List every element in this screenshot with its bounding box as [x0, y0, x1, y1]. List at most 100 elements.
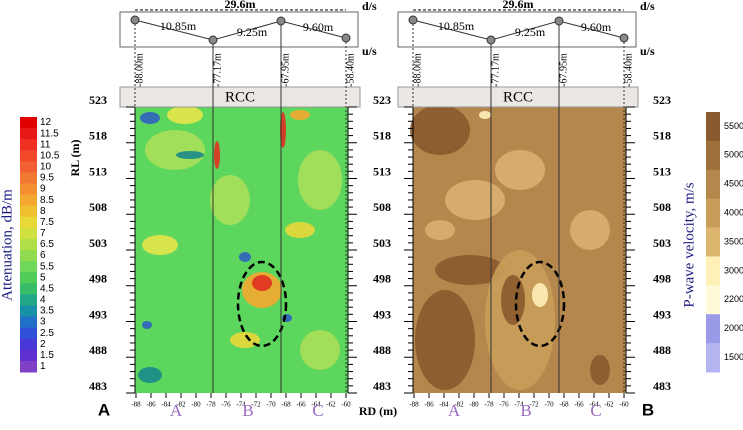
anomaly — [142, 321, 152, 329]
colorbar-swatch — [706, 198, 720, 229]
y-tick-label: 503 — [653, 236, 671, 250]
colorbar-label: 6.5 — [40, 239, 54, 250]
colorbar-label: 1 — [40, 361, 46, 372]
y-tick-label: 493 — [373, 307, 391, 321]
total-length: 29.6m — [225, 0, 256, 11]
colorbar-label: 7.5 — [40, 217, 54, 228]
colorbar-title: Attenuation, dB/m — [0, 189, 15, 301]
colorbar-title: P-wave velocity, m/s — [681, 182, 697, 307]
x-tick-label: -80 — [191, 401, 201, 409]
anomaly — [140, 112, 160, 124]
borehole — [408, 15, 418, 25]
cap-label: RCC — [503, 89, 533, 105]
x-tick-label: -84 — [161, 401, 171, 409]
y-tick-label: 508 — [653, 200, 671, 214]
y-axis-label: RL (m) — [68, 140, 82, 177]
borehole — [341, 33, 351, 43]
anomaly — [415, 290, 475, 390]
anomaly — [239, 252, 251, 262]
y-tick-label: 513 — [89, 164, 107, 178]
colorbar-swatch — [20, 272, 37, 284]
y-tick-label: 523 — [373, 93, 391, 107]
colorbar-swatch — [20, 349, 37, 362]
x-tick-label: -84 — [439, 401, 449, 409]
section-label: B — [520, 401, 531, 420]
anomaly — [410, 105, 470, 155]
colorbar-label: 3.5 — [40, 306, 54, 317]
x-tick-label: -74 — [236, 401, 246, 409]
colorbar-swatch — [706, 256, 720, 286]
colorbar-label: 7 — [40, 228, 46, 239]
segment-length: 10.85m — [160, 19, 197, 33]
y-tick-label: 483 — [653, 379, 671, 393]
cap-band — [119, 86, 361, 108]
y-tick-label: 493 — [89, 307, 107, 321]
x-tick-label: -68 — [281, 401, 291, 409]
segment-length: 9.60m — [303, 20, 334, 34]
borehole — [554, 16, 564, 26]
colorbar-label: 2 — [40, 339, 46, 350]
anomaly — [210, 175, 250, 225]
y-tick-label: 513 — [373, 164, 391, 178]
x-tick-label: -60 — [619, 401, 629, 409]
colorbar-label: 11.5 — [40, 128, 59, 139]
colorbar-label: 4000 — [724, 207, 743, 217]
y-tick-label: 503 — [373, 236, 391, 250]
colorbar-label: 8.5 — [40, 195, 54, 206]
anomaly — [142, 235, 178, 255]
x-tick-label: -76 — [221, 401, 231, 409]
anomaly — [425, 220, 455, 240]
x-tick-label: -82 — [454, 401, 464, 409]
colorbar-swatch — [20, 316, 37, 329]
anomaly — [145, 130, 205, 170]
colorbar-label: 3000 — [724, 265, 743, 275]
colorbar-swatch — [706, 112, 720, 142]
y-tick-label: 498 — [373, 272, 391, 286]
anomaly — [501, 275, 525, 325]
colorbar-label: 4 — [40, 295, 46, 306]
colorbar-swatch — [20, 172, 37, 185]
colorbar-swatch — [706, 285, 720, 315]
colorbar-swatch — [20, 238, 37, 251]
borehole — [208, 35, 218, 45]
colorbar-swatch — [20, 305, 37, 318]
colorbar-label: 10 — [40, 162, 52, 173]
segment-length: 9.25m — [237, 25, 268, 39]
colorbar-label: 8 — [40, 206, 46, 217]
x-tick-label: -66 — [296, 401, 306, 409]
borehole — [619, 33, 629, 43]
borehole-path — [412, 19, 625, 41]
colorbar-swatch — [20, 360, 37, 373]
borehole-label: -67.95m — [558, 53, 569, 87]
borehole-label: -77.17m — [212, 53, 223, 87]
y-tick-label: 513 — [653, 164, 671, 178]
anomaly — [445, 180, 505, 220]
section-label: C — [590, 401, 601, 420]
borehole-label: -58.40m — [345, 53, 356, 87]
x-tick-label: -70 — [544, 401, 554, 409]
colorbar-label: 11 — [40, 139, 51, 150]
colorbar-swatch — [20, 117, 37, 129]
anomaly — [285, 222, 315, 238]
y-tick-label: 518 — [89, 129, 107, 143]
plan-box — [119, 11, 359, 48]
colorbar-swatch — [20, 150, 37, 162]
colorbar-swatch — [20, 283, 37, 295]
colorbar-swatch — [20, 128, 37, 140]
colorbar-swatch — [20, 216, 37, 229]
colorbar-label: 2000 — [724, 323, 743, 333]
upstream-label: u/s — [362, 44, 377, 58]
anomaly — [300, 330, 340, 370]
x-tick-label: -66 — [574, 401, 584, 409]
zone-outline — [514, 260, 566, 348]
colorbar-label: 5000 — [724, 150, 743, 160]
colorbar-swatch — [706, 169, 720, 200]
cap-band — [397, 86, 639, 108]
colorbar-swatch — [20, 183, 37, 196]
colorbar-swatch — [706, 314, 720, 344]
y-tick-label: 488 — [653, 343, 671, 357]
borehole-label: -88.00m — [134, 53, 145, 87]
y-tick-label: 488 — [89, 343, 107, 357]
anomaly — [252, 275, 272, 291]
anomaly — [532, 283, 548, 307]
